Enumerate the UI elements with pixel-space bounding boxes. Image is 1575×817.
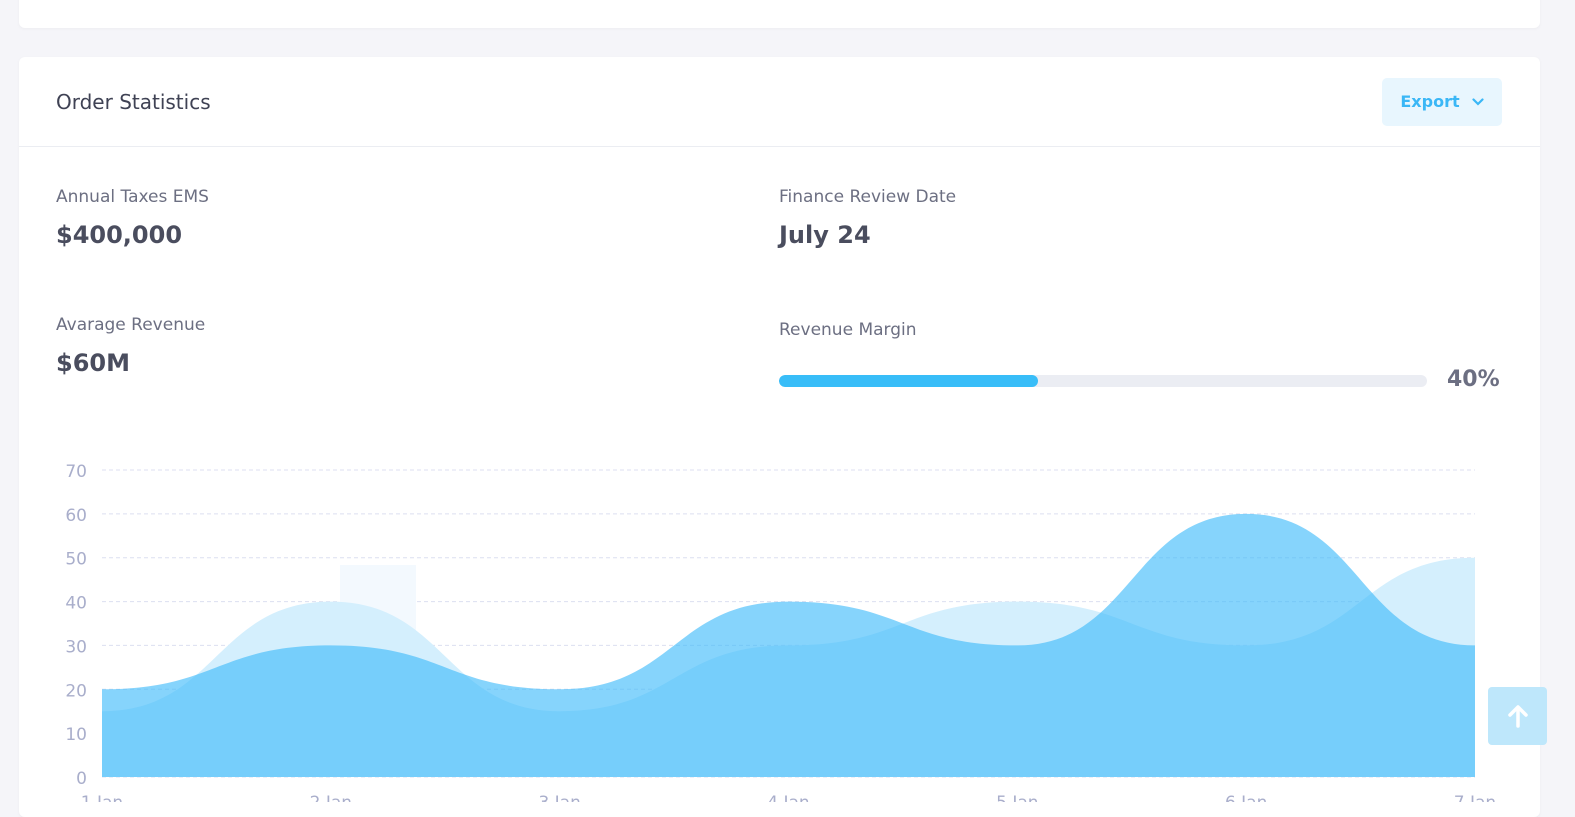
stat-annual-taxes: Annual Taxes EMS $400,000: [56, 187, 209, 249]
stat-value: $400,000: [56, 221, 183, 249]
stat-review-date: Finance Review Date July 24: [779, 187, 956, 249]
stat-value: $60M: [56, 349, 130, 377]
x-tick-label: 5 Jan: [996, 793, 1038, 802]
export-button[interactable]: Export: [1382, 77, 1502, 126]
card-header: Order Statistics Export: [19, 57, 1540, 147]
x-tick-label: 6 Jan: [1225, 793, 1267, 802]
revenue-margin-progress: [779, 375, 1427, 387]
x-tick-label: 4 Jan: [767, 793, 809, 802]
top-card: [19, 0, 1540, 28]
y-tick-label: 0: [76, 769, 87, 789]
y-tick-label: 60: [65, 506, 87, 526]
stat-value: July 24: [779, 221, 871, 249]
chevron-down-icon: [1472, 97, 1484, 106]
progress-fill: [779, 375, 1039, 387]
x-tick-label: 7 Jan: [1454, 793, 1496, 802]
scroll-to-top-button[interactable]: [1488, 687, 1547, 745]
y-tick-label: 20: [65, 681, 87, 701]
stat-avg-revenue: Avarage Revenue $60M: [56, 315, 205, 377]
x-tick-label: 2 Jan: [310, 793, 352, 802]
x-tick-label: 3 Jan: [538, 793, 580, 802]
series-area-2: [102, 513, 1475, 777]
arrow-up-icon: [1507, 705, 1528, 728]
y-tick-label: 40: [65, 594, 87, 614]
stat-revenue-margin: Revenue Margin: [779, 320, 917, 340]
y-tick-label: 30: [65, 637, 87, 657]
y-tick-label: 50: [65, 550, 87, 570]
card-title: Order Statistics: [56, 89, 211, 114]
y-tick-label: 10: [65, 725, 87, 745]
x-tick-label: 1 Jan: [81, 793, 123, 802]
y-tick-label: 70: [65, 462, 87, 482]
stat-label: Revenue Margin: [779, 320, 917, 340]
stat-label: Annual Taxes EMS: [56, 187, 209, 207]
revenue-margin-percent: 40%: [1447, 367, 1500, 392]
stat-label: Avarage Revenue: [56, 315, 206, 335]
stat-label: Finance Review Date: [779, 187, 957, 207]
export-label: Export: [1400, 92, 1460, 111]
